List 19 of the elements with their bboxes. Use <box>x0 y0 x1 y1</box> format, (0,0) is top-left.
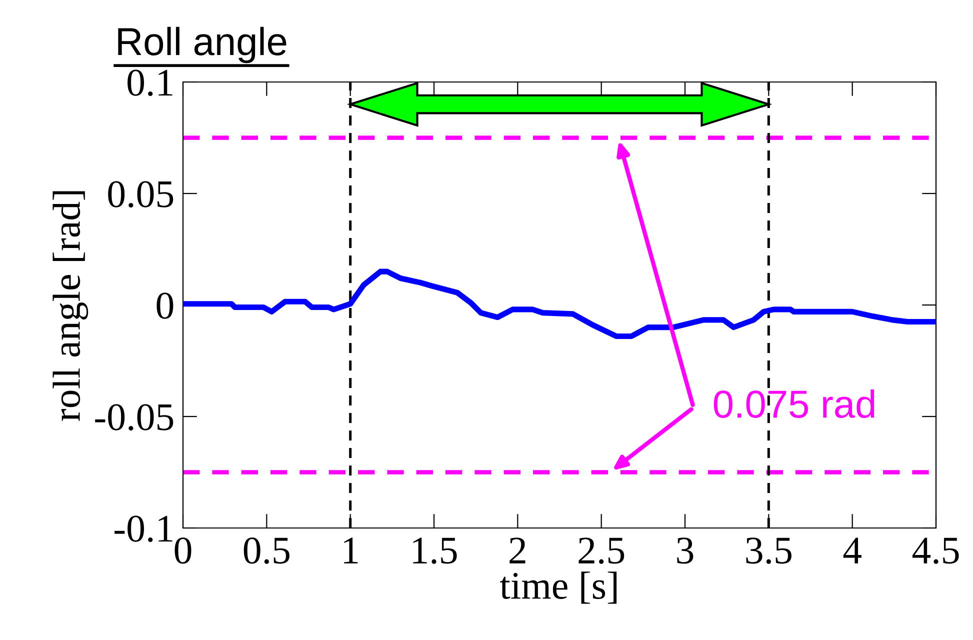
x-tick-label: 1 <box>344 538 358 564</box>
y-tick-label: -0.1 <box>114 516 172 542</box>
x-tick-label: 0 <box>174 537 192 564</box>
annotation: 0.075 rad <box>714 389 874 418</box>
x-axis-title: time [s] <box>500 572 617 604</box>
x-tick-label: 2.5 <box>578 538 624 564</box>
x-tick-label: 2 <box>510 538 526 564</box>
y-tick-label: 0.05 <box>108 181 174 208</box>
chart-title: Roll angle <box>118 26 286 64</box>
y-axis-title: roll angle [rad] <box>52 191 88 421</box>
x-tick-label: 3 <box>677 538 694 564</box>
x-tick-label: 3.5 <box>746 538 792 564</box>
x-tick-label: 4 <box>843 538 862 564</box>
y-tick-label: 0.1 <box>128 70 172 96</box>
y-tick-label: 0 <box>156 292 174 319</box>
y-tick-label: -0.05 <box>95 404 174 431</box>
x-tick-label: 0.5 <box>244 537 290 564</box>
x-tick-label: 1.5 <box>413 538 457 564</box>
x-tick-label: 4.5 <box>912 538 959 564</box>
